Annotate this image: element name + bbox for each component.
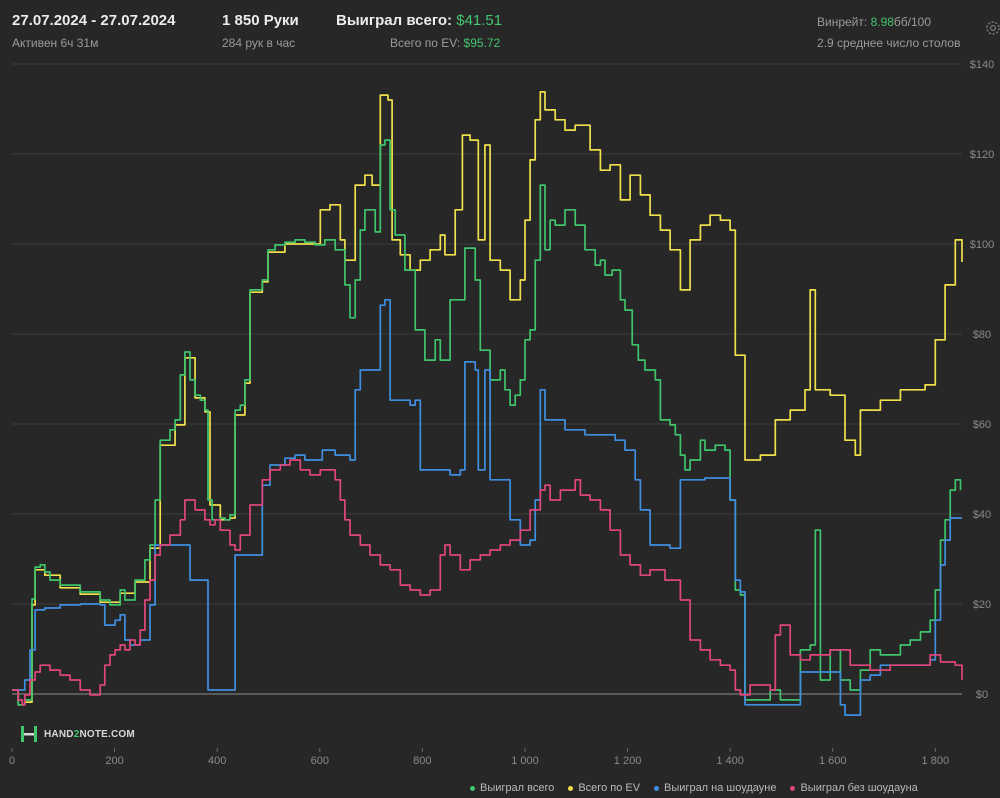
active-time: Активен 6ч 31м (12, 36, 99, 50)
chart-legend: Выиграл всего Всего по EV Выиграл на шоу… (470, 782, 918, 794)
legend-marker-green (470, 785, 475, 791)
total-won-label: Выиграл всего: (336, 12, 453, 29)
winrate-label: Винрейт: (817, 15, 868, 29)
winrate: Винрейт: 8.98бб/100 (817, 15, 931, 29)
series-line-total-won (12, 139, 962, 706)
legend-label: Всего по EV (578, 782, 641, 794)
legend-marker-pink (790, 785, 796, 791)
legend-item-showdown[interactable]: Выиграл на шоудауне (654, 782, 776, 794)
legend-item-non-showdown[interactable]: Выиграл без шоудауна (790, 782, 918, 794)
hands-count: 1 850 Руки (222, 12, 299, 29)
x-tick-label: 1 200 (614, 755, 642, 767)
total-ev-value: $95.72 (463, 36, 501, 50)
legend-item-total-won[interactable]: Выиграл всего (470, 782, 554, 794)
x-tick-label: 1 400 (716, 755, 744, 767)
x-tick-label: 1 800 (922, 755, 950, 767)
logo-text: HAND2NOTE.COM (44, 728, 135, 740)
y-tick-label: $20 (973, 599, 991, 611)
x-tick-label: 200 (105, 755, 123, 767)
y-tick-label: $140 (970, 59, 994, 71)
legend-label: Выиграл без шоудауна (800, 782, 918, 794)
date-range[interactable]: 27.07.2024 - 27.07.2024 (12, 12, 176, 29)
legend-marker-yellow (568, 785, 574, 791)
series-line-non-showdown (12, 459, 963, 706)
gear-icon[interactable] (984, 20, 1000, 36)
total-ev-label: Всего по EV: (390, 36, 461, 50)
total-won-value: $41.51 (456, 12, 503, 29)
total-ev: Всего по EV: $95.72 (390, 36, 500, 50)
hand2note-logo: HAND2NOTE.COM (20, 724, 135, 744)
legend-label: Выиграл на шоудауне (664, 782, 777, 794)
y-tick-label: $0 (976, 689, 988, 701)
x-tick-label: 600 (311, 755, 329, 767)
hand2note-logo-icon (21, 726, 37, 742)
series-line-total-ev (12, 91, 963, 706)
y-tick-label: $120 (970, 149, 994, 161)
total-won: Выиграл всего: $41.51 (336, 12, 502, 29)
hands-per-hour: 284 рук в час (222, 36, 296, 50)
legend-marker-blue (654, 785, 660, 791)
y-tick-label: $60 (973, 419, 991, 431)
x-tick-label: 1 600 (819, 755, 847, 767)
winrate-value: 8.98 (870, 15, 894, 29)
y-tick-label: $40 (973, 509, 991, 521)
x-tick-label: 0 (9, 755, 15, 767)
legend-item-total-ev[interactable]: Всего по EV (568, 782, 640, 794)
legend-label: Выиграл всего (480, 782, 555, 794)
y-tick-label: $100 (970, 239, 994, 251)
x-tick-label: 400 (208, 755, 226, 767)
y-tick-label: $80 (973, 329, 991, 341)
x-tick-label: 800 (413, 755, 431, 767)
winrate-unit: бб/100 (893, 15, 932, 29)
x-tick-label: 1 000 (511, 755, 539, 767)
average-tables: 2.9 среднее число столов (817, 36, 961, 50)
